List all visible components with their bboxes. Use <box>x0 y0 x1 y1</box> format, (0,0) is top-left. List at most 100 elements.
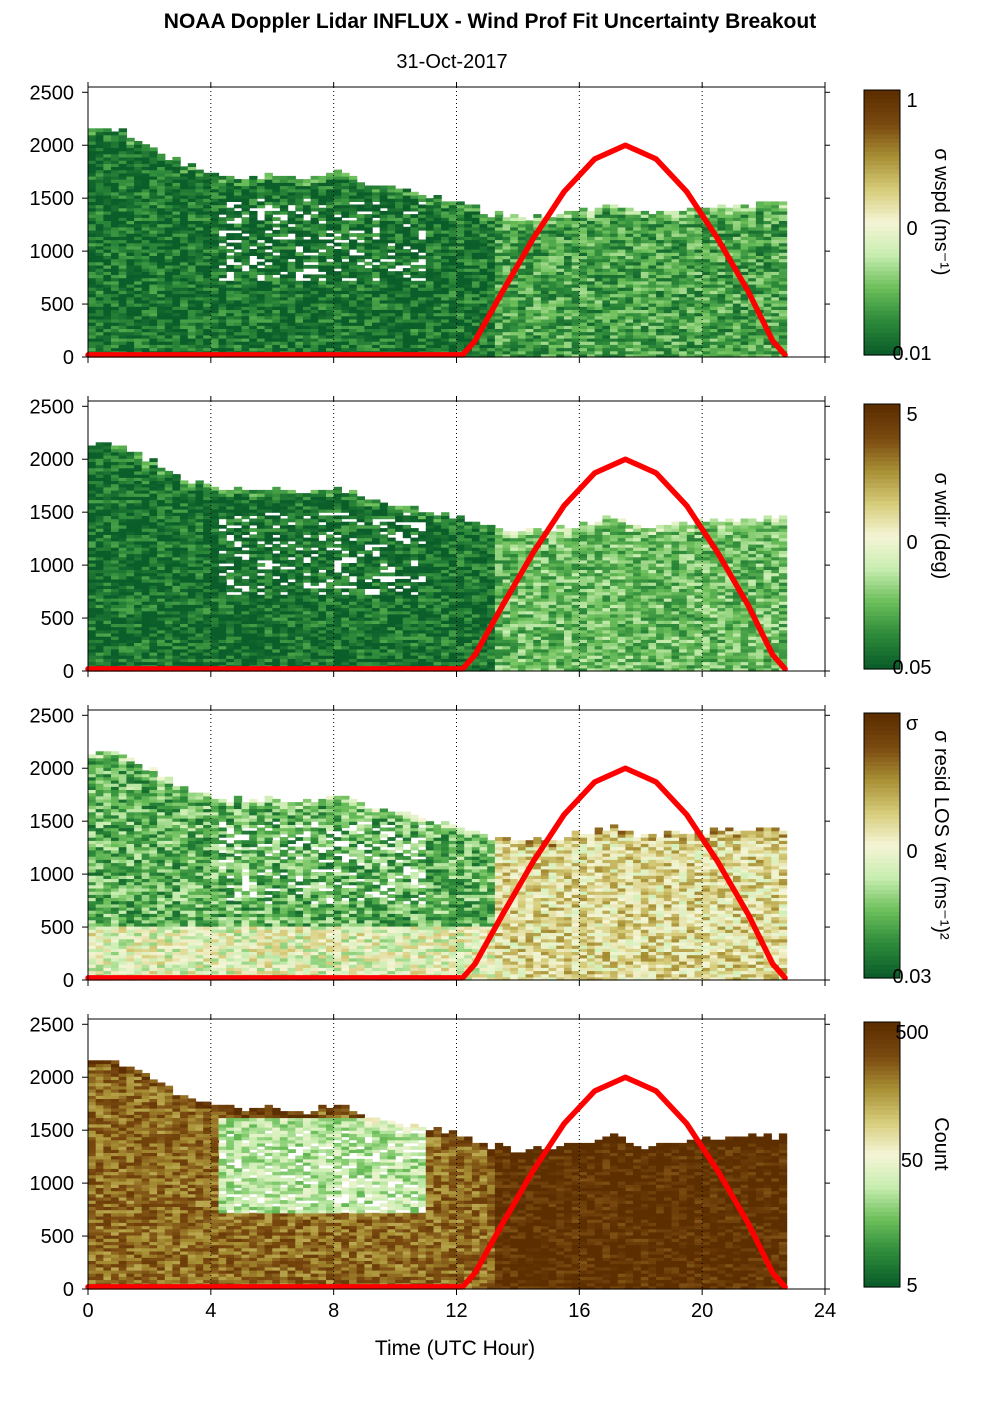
heatmap-cell <box>679 211 687 215</box>
colorbar-swatch <box>864 192 900 197</box>
y-tick-label: 1000 <box>30 241 75 263</box>
heatmap-cell <box>303 201 311 205</box>
heatmap-cell <box>641 211 649 215</box>
colorbar-swatch <box>864 187 900 192</box>
heatmap-panel-2 <box>88 442 787 671</box>
heatmap-cell <box>595 208 603 212</box>
colorbar-swatch <box>864 161 900 166</box>
heatmap-cell <box>410 281 418 285</box>
heatmap-cell <box>257 201 265 205</box>
heatmap-cell <box>219 217 227 221</box>
heatmap-cell <box>303 220 311 224</box>
heatmap-cell <box>334 236 342 240</box>
heatmap-cell <box>103 128 111 132</box>
colorbar-swatch <box>864 271 900 276</box>
heatmap-cell <box>157 154 165 158</box>
heatmap-cell <box>226 249 234 253</box>
heatmap-cell <box>88 446 96 450</box>
heatmap-cell <box>664 211 672 215</box>
heatmap-cell <box>288 176 296 180</box>
heatmap-cell <box>119 128 127 132</box>
colorbar-swatch <box>864 267 900 272</box>
heatmap-cell <box>387 186 395 190</box>
heatmap-cell <box>625 208 633 212</box>
heatmap-cell <box>311 274 319 278</box>
heatmap-cell <box>364 186 372 190</box>
heatmap-cell <box>288 227 296 231</box>
colorbar-swatch <box>864 196 900 201</box>
heatmap-cell <box>311 214 319 218</box>
colorbar-swatch <box>864 249 900 254</box>
y-tick-label: 2500 <box>30 82 75 104</box>
colorbar-swatch <box>864 147 900 152</box>
heatmap-cell <box>134 141 142 145</box>
heatmap-cell <box>234 233 242 237</box>
heatmap-cell <box>242 179 250 183</box>
heatmap-panel-1 <box>88 128 787 357</box>
colorbar-swatch <box>864 143 900 148</box>
heatmap-cell <box>272 224 280 228</box>
colorbar-swatch <box>864 293 900 298</box>
heatmap-cell <box>334 217 342 221</box>
heatmap-cell <box>303 240 311 244</box>
heatmap-cell <box>288 240 296 244</box>
heatmap-cell <box>96 128 104 132</box>
heatmap-cell <box>364 268 372 272</box>
colorbar-swatch <box>864 315 900 320</box>
heatmap-cell <box>418 240 426 244</box>
colorbar-swatch <box>864 245 900 250</box>
heatmap-cell <box>142 144 150 148</box>
heatmap-cell <box>357 214 365 218</box>
heatmap-cell <box>265 246 273 250</box>
heatmap-cell <box>741 205 749 209</box>
heatmap-cell <box>272 217 280 221</box>
heatmap-cell <box>610 205 618 209</box>
heatmap-cell <box>295 214 303 218</box>
heatmap-cell <box>464 205 472 209</box>
heatmap-cell <box>656 211 664 215</box>
heatmap-cell <box>472 205 480 209</box>
colorbar-swatch <box>864 320 900 325</box>
colorbar-swatch <box>864 333 900 338</box>
heatmap-cell <box>756 201 764 205</box>
heatmap-cell <box>618 208 626 212</box>
heatmap-cell <box>226 208 234 212</box>
heatmap-cell <box>387 255 395 259</box>
heatmap-cell <box>219 236 227 240</box>
heatmap-cell <box>226 281 234 285</box>
heatmap-cell <box>303 274 311 278</box>
heatmap-cell <box>410 192 418 196</box>
colorbar-swatch <box>864 178 900 183</box>
heatmap-cell <box>303 255 311 259</box>
heatmap-cell <box>249 176 257 180</box>
heatmap-cell <box>441 201 449 205</box>
colorbar-swatch <box>864 306 900 311</box>
heatmap-cell <box>380 262 388 266</box>
heatmap-cell <box>295 281 303 285</box>
heatmap-cell <box>349 205 357 209</box>
colorbar-swatch <box>864 302 900 307</box>
colorbar-swatch <box>864 117 900 122</box>
colorbar-swatch <box>864 94 900 99</box>
heatmap-cell <box>265 252 273 256</box>
heatmap-cell <box>334 249 342 253</box>
heatmap-cell <box>380 186 388 190</box>
heatmap-cell <box>349 281 357 285</box>
heatmap-cell <box>318 208 326 212</box>
heatmap-cell <box>372 205 380 209</box>
heatmap-cell <box>372 240 380 244</box>
heatmap-cell <box>349 255 357 259</box>
heatmap-cell <box>303 281 311 285</box>
heatmap-cell <box>403 278 411 282</box>
heatmap-cell <box>387 271 395 275</box>
colorbar-swatch <box>864 262 900 267</box>
heatmap-cell <box>364 262 372 266</box>
heatmap-cell <box>257 281 265 285</box>
heatmap-cell <box>334 243 342 247</box>
heatmap-cell <box>349 240 357 244</box>
colorbar-swatch <box>864 130 900 135</box>
heatmap-cell <box>764 201 772 205</box>
heatmap-cell <box>410 214 418 218</box>
heatmap-cell <box>172 157 180 161</box>
heatmap-cell <box>272 230 280 234</box>
